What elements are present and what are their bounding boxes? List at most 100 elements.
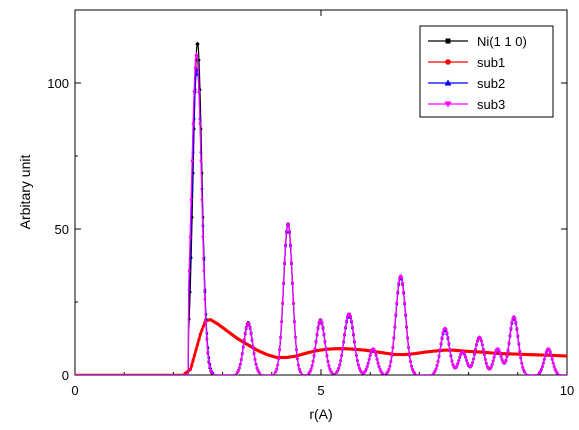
data-point: [314, 340, 318, 344]
data-point: [518, 349, 522, 353]
data-point: [492, 355, 496, 359]
data-point: [497, 348, 501, 352]
data-point: [313, 347, 317, 351]
legend-label: sub2: [477, 76, 505, 91]
data-point: [196, 66, 200, 70]
data-point: [288, 229, 291, 233]
data-point: [282, 281, 286, 285]
y-tick-label: 100: [47, 76, 69, 91]
legend: Ni(1 1 0) sub1 sub2 sub3: [419, 25, 554, 118]
data-point: [206, 350, 210, 354]
data-point: [279, 335, 283, 339]
data-point: [283, 261, 286, 265]
data-point: [549, 353, 553, 357]
data-point: [447, 342, 451, 345]
data-point: [479, 336, 482, 340]
data-point: [435, 363, 439, 367]
data-point: [312, 354, 316, 358]
data-point: [280, 320, 284, 323]
data-point: [387, 368, 391, 371]
legend-marker: [444, 101, 452, 108]
data-point: [470, 363, 473, 367]
x-tick-label: 0: [71, 383, 78, 398]
data-point: [356, 363, 360, 367]
data-point: [392, 336, 396, 340]
data-point: [402, 290, 406, 294]
data-point: [281, 301, 285, 305]
data-point: [406, 336, 409, 340]
data-point: [207, 359, 211, 363]
data-point: [457, 359, 461, 362]
data-point: [350, 319, 353, 323]
data-point: [541, 365, 544, 368]
data-point: [517, 342, 521, 345]
data-point: [276, 363, 280, 367]
data-point: [348, 312, 351, 316]
data-point: [555, 371, 559, 375]
data-point: [297, 367, 301, 371]
data-point: [516, 334, 520, 338]
data-point: [325, 354, 329, 358]
data-point: [396, 290, 400, 294]
data-point: [498, 351, 502, 355]
data-point: [290, 261, 293, 265]
data-point: [404, 313, 408, 317]
data-point: [490, 362, 494, 366]
series-sub3: [75, 51, 567, 375]
data-point: [189, 198, 193, 202]
data-point: [239, 358, 243, 361]
data-point: [298, 370, 302, 374]
legend-item: Ni(1 1 0): [428, 34, 527, 49]
data-point: [515, 326, 519, 330]
x-tick-label: 10: [560, 383, 574, 398]
data-point: [377, 365, 381, 368]
y-tick-label: 0: [62, 368, 69, 383]
data-point: [291, 281, 294, 285]
data-point: [339, 359, 343, 362]
data-point: [349, 314, 352, 318]
data-point: [380, 371, 384, 375]
data-point: [507, 341, 511, 345]
data-point: [479, 339, 483, 342]
data-point: [544, 350, 548, 354]
data-point: [437, 354, 441, 358]
data-point: [553, 367, 557, 371]
data-point: [401, 281, 405, 285]
data-point: [438, 348, 442, 352]
data-point: [451, 362, 455, 366]
data-point: [208, 365, 212, 369]
data-point: [191, 358, 195, 362]
data-point: [296, 363, 300, 367]
data-point: [481, 347, 485, 351]
data-point: [320, 321, 324, 325]
legend-item: sub3: [428, 97, 505, 112]
data-point: [403, 301, 407, 305]
data-point: [187, 269, 191, 273]
data-point: [473, 352, 476, 356]
data-point: [500, 357, 504, 361]
data-point: [397, 281, 401, 285]
data-point: [237, 366, 241, 370]
data-point: [483, 357, 487, 361]
data-point: [356, 359, 359, 362]
data-point: [541, 361, 545, 365]
data-point: [376, 361, 380, 365]
data-point: [250, 338, 254, 342]
data-point: [400, 276, 404, 280]
data-point: [391, 346, 395, 349]
data-point: [503, 361, 507, 364]
data-point: [476, 339, 479, 342]
data-point: [317, 321, 321, 325]
data-point: [243, 331, 247, 335]
data-point: [472, 357, 475, 361]
data-point: [410, 364, 413, 368]
data-point: [340, 353, 344, 357]
data-point: [330, 371, 334, 375]
legend-marker: [445, 38, 451, 44]
data-point: [323, 340, 327, 344]
data-point: [449, 354, 453, 357]
data-point: [346, 314, 349, 318]
data-point: [352, 332, 355, 336]
data-point: [200, 198, 204, 202]
data-point: [344, 325, 347, 329]
